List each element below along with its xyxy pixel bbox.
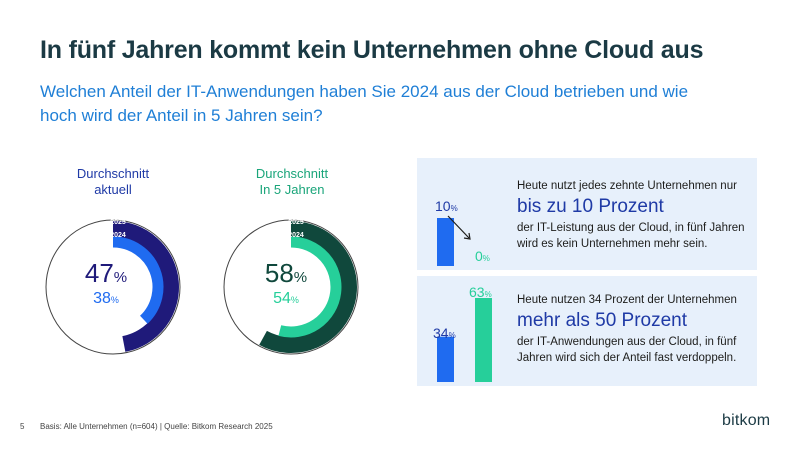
bar-value-heute: 10% <box>435 198 458 214</box>
donut-ring-label-2025: 2025 <box>288 219 304 226</box>
panel-text-before: Heute nutzen 34 Prozent der Unternehmen <box>517 294 737 306</box>
donut-label-line1: Durchschnitt <box>255 166 329 181</box>
bar-value-in-5-jahren: 63% <box>469 284 492 300</box>
info-panel-bis-10-prozent: 10% 0% Heute nutzt jedes zehnte Unterneh… <box>417 158 757 270</box>
donut-value-2024: 38% <box>93 290 119 307</box>
donut-label-line2: aktuell <box>94 182 132 197</box>
page-number: 5 <box>20 422 25 431</box>
bitkom-logo: bitkom <box>722 412 771 429</box>
arrow-line <box>447 215 470 239</box>
bar-value-in-5-jahren: 0% <box>475 248 490 264</box>
donut-ring-2025 <box>112 221 179 352</box>
mini-bar-chart-b: 34% 63% <box>433 284 492 382</box>
donut-ring-label-2024: 2024 <box>110 232 126 239</box>
donut-label-line2: In 5 Jahren <box>259 182 325 197</box>
bar-in-5-jahren <box>475 298 492 382</box>
donut-ring-label-2025: 2025 <box>110 219 126 226</box>
bar-heute <box>437 336 454 382</box>
donut-value-2025: 47% <box>85 258 127 288</box>
donut-chart-aktuell: 2025 2024 47% 38% <box>45 219 181 355</box>
donut-ring-2024 <box>112 236 164 324</box>
donut-chart-5-jahren: 2025 2024 58% 54% <box>223 219 359 355</box>
donut-outline <box>223 219 359 355</box>
mini-bar-chart-a: 10% 0% <box>435 198 490 266</box>
donut-ring-2024 <box>278 236 342 338</box>
panel-text: Heute nutzen 34 Prozent der Unternehmen … <box>517 292 749 366</box>
info-panel-mehr-als-50-prozent: 34% 63% Heute nutzen 34 Prozent der Unte… <box>417 276 757 386</box>
panel-highlight: bis zu 10 Prozent <box>517 196 664 217</box>
page-title: In fünf Jahren kommt kein Unternehmen oh… <box>40 36 704 64</box>
bar-heute <box>437 218 454 266</box>
donut-value-2025: 58% <box>265 258 307 288</box>
donut-label-aktuell: Durchschnitt aktuell <box>53 166 173 198</box>
panel-text-before: Heute nutzt jedes zehnte Unternehmen nur <box>517 180 737 192</box>
panel-text: Heute nutzt jedes zehnte Unternehmen nur… <box>517 178 749 252</box>
panel-text-after: der IT-Anwendungen aus der Cloud, in fün… <box>517 336 737 364</box>
donut-value-2024: 54% <box>273 290 299 307</box>
donut-ring-2025 <box>259 221 357 353</box>
arrow-head-icon <box>463 232 471 240</box>
donut-label-5-jahren: Durchschnitt In 5 Jahren <box>232 166 352 198</box>
donut-label-line1: Durchschnitt <box>76 166 150 181</box>
bar-value-heute: 34% <box>433 325 456 341</box>
panel-highlight: mehr als 50 Prozent <box>517 310 688 331</box>
donut-outline <box>45 219 181 355</box>
footer-source: Basis: Alle Unternehmen (n=604) | Quelle… <box>40 422 273 431</box>
panel-text-after: der IT-Leistung aus der Cloud, in fünf J… <box>517 222 745 250</box>
donut-ring-label-2024: 2024 <box>288 232 304 239</box>
page-subtitle: Welchen Anteil der IT-Anwendungen haben … <box>40 82 689 125</box>
